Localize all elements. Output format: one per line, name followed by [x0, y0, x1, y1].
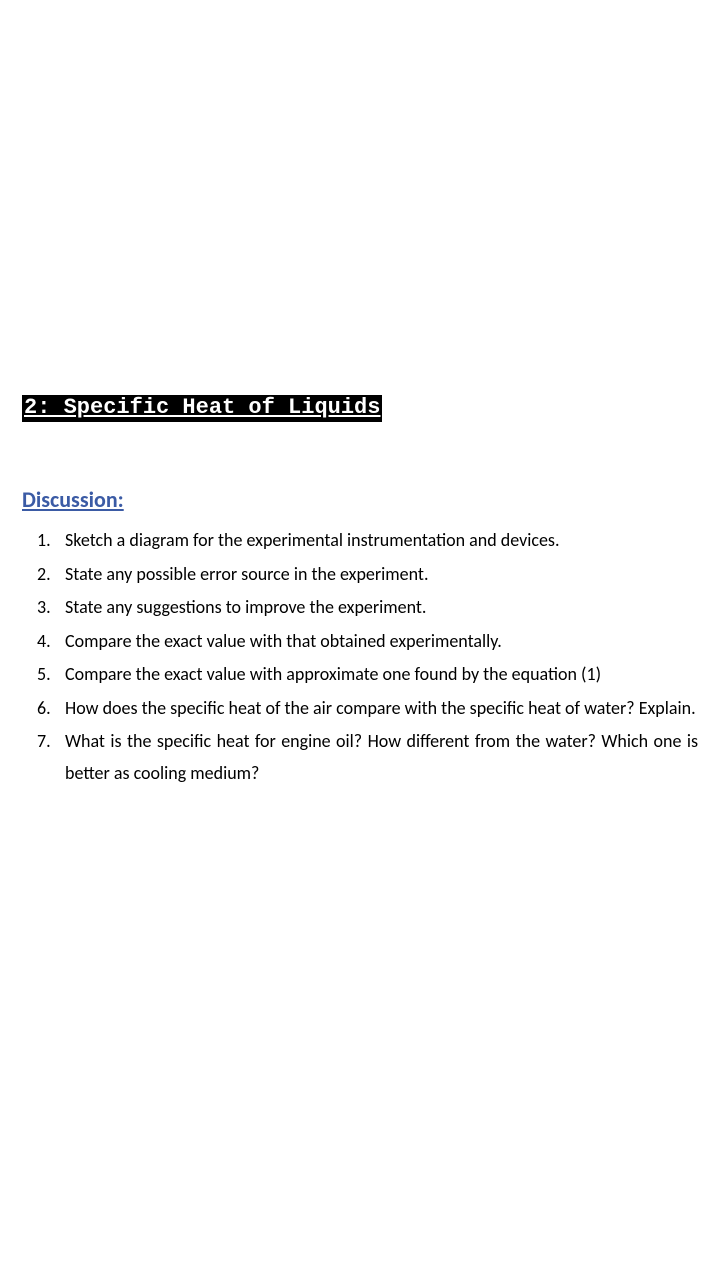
list-item: 6. How does the specific heat of the air… — [37, 693, 698, 725]
item-text: Compare the exact value with approximate… — [65, 659, 698, 691]
document-page: 2: Specific Heat of Liquids Discussion: … — [0, 0, 720, 789]
list-item: 2. State any possible error source in th… — [37, 559, 698, 591]
item-text: State any suggestions to improve the exp… — [65, 592, 698, 624]
section-title-highlight: 2: Specific Heat of Liquids — [22, 395, 382, 422]
item-number: 5. — [37, 659, 65, 691]
item-number: 4. — [37, 626, 65, 658]
item-text: How does the specific heat of the air co… — [65, 693, 698, 725]
discussion-heading: Discussion: — [22, 486, 698, 513]
item-number: 6. — [37, 693, 65, 725]
item-number: 3. — [37, 592, 65, 624]
list-item: 3. State any suggestions to improve the … — [37, 592, 698, 624]
list-item: 5. Compare the exact value with approxim… — [37, 659, 698, 691]
item-number: 2. — [37, 559, 65, 591]
discussion-list: 1. Sketch a diagram for the experimental… — [22, 525, 698, 789]
list-item: 7. What is the specific heat for engine … — [37, 726, 698, 789]
item-text: What is the specific heat for engine oil… — [65, 726, 698, 789]
section-title-text: 2: Specific Heat of Liquids — [24, 395, 380, 420]
item-text: Compare the exact value with that obtain… — [65, 626, 698, 658]
item-text: Sketch a diagram for the experimental in… — [65, 525, 698, 557]
item-number: 7. — [37, 726, 65, 789]
list-item: 4. Compare the exact value with that obt… — [37, 626, 698, 658]
list-item: 1. Sketch a diagram for the experimental… — [37, 525, 698, 557]
item-text: State any possible error source in the e… — [65, 559, 698, 591]
item-number: 1. — [37, 525, 65, 557]
